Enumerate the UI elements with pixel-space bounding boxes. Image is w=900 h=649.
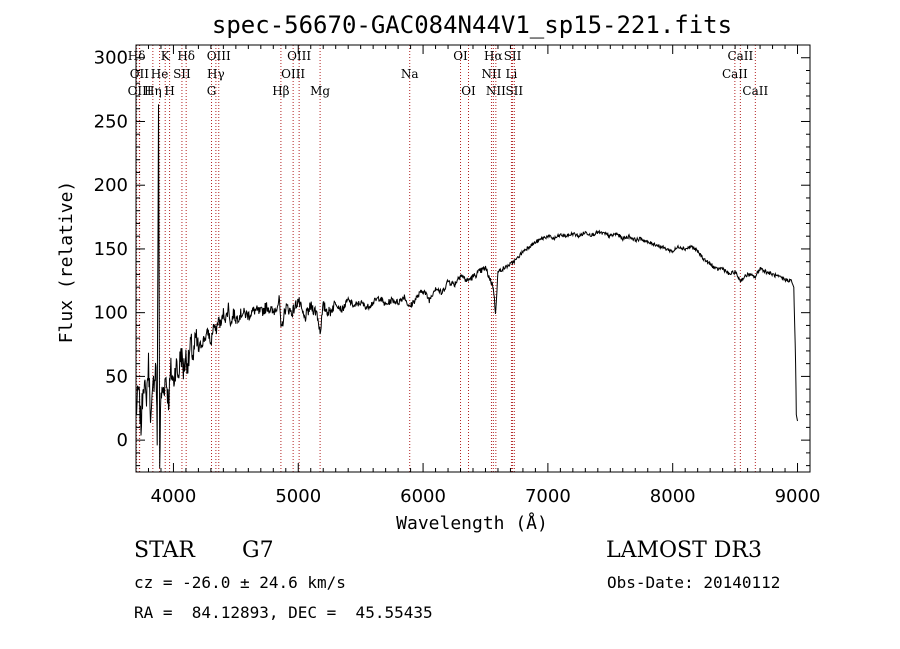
- spectral-line-labels: Hδ OII OIII K He Hη SII H Hδ OIII Hγ G Hβ OIII OIII Mg N…: [128, 49, 769, 98]
- spectral-line-label: OIII: [287, 49, 311, 63]
- x-tick-label: 9000: [775, 486, 821, 507]
- spectral-line-label: OI: [453, 49, 468, 63]
- spectral-line-label: Hδ: [128, 49, 146, 63]
- spectral-line-label: SII: [505, 84, 523, 98]
- plot-frame: [135, 44, 811, 473]
- spectral-line-label: Li: [506, 67, 518, 81]
- spectral-line-label: Hα: [484, 49, 503, 63]
- subclass: G7: [242, 538, 274, 563]
- y-axis-label: Flux (relative): [56, 181, 77, 344]
- object-type: STAR: [134, 538, 195, 563]
- survey-name: LAMOST DR3: [606, 538, 762, 563]
- spectral-line-label: H: [164, 84, 174, 98]
- spectral-line-label: K: [161, 49, 171, 63]
- spectral-line-label: NII: [486, 84, 506, 98]
- spectral-line-label: Hβ: [272, 84, 289, 98]
- spectral-line-label: SII: [173, 67, 191, 81]
- spectral-line-label: NII: [481, 67, 501, 81]
- spectral-line-label: OI: [461, 84, 476, 98]
- x-tick-label: 5000: [275, 486, 321, 507]
- y-tick-label: 150: [94, 239, 128, 260]
- spectral-line-label: Na: [401, 67, 419, 81]
- x-axis-label: Wavelength (Å): [396, 512, 548, 534]
- spectral-line-label: Hη: [144, 84, 162, 98]
- chart-title: spec-56670-GAC084N44V1_sp15-221.fits: [212, 11, 732, 39]
- spectral-line-label: He: [151, 67, 169, 81]
- y-tick-label: 100: [94, 303, 128, 324]
- spectral-line-label: OIII: [281, 67, 305, 81]
- x-axis-ticks: 4000 5000 6000 7000 8000 9000: [135, 45, 821, 507]
- spectral-line-label: G: [207, 84, 217, 98]
- x-tick-label: 6000: [400, 486, 446, 507]
- x-tick-label: 8000: [650, 486, 696, 507]
- spectral-line-label: Mg: [310, 84, 330, 98]
- spectral-line-label: CaII: [727, 49, 753, 63]
- spectral-line-label: Hδ: [177, 49, 195, 63]
- spectral-line-label: SII: [504, 49, 522, 63]
- x-tick-label: 7000: [525, 486, 571, 507]
- spectral-line-markers: [136, 45, 756, 472]
- spectral-line-label: OIII: [207, 49, 231, 63]
- y-tick-label: 0: [117, 430, 128, 451]
- redshift-cz: cz = -26.0 ± 24.6 km/s: [134, 573, 346, 592]
- spectral-line-label: OII: [130, 67, 150, 81]
- coordinates: RA = 84.12893, DEC = 45.55435: [134, 603, 433, 622]
- observation-date: Obs-Date: 20140112: [607, 573, 781, 592]
- x-tick-label: 4000: [151, 486, 197, 507]
- spectral-line-label: CaII: [742, 84, 768, 98]
- spectral-line-label: OIII: [128, 84, 152, 98]
- y-tick-label: 250: [94, 111, 128, 132]
- spectrum-line: [135, 104, 798, 469]
- spectral-line-label: Hγ: [207, 67, 225, 81]
- y-axis-ticks: 0 50 100 150 200 250 300: [94, 44, 810, 467]
- y-tick-label: 50: [105, 366, 128, 387]
- y-tick-label: 200: [94, 175, 128, 196]
- spectral-line-label: CaII: [722, 67, 748, 81]
- y-tick-label: 300: [94, 48, 128, 69]
